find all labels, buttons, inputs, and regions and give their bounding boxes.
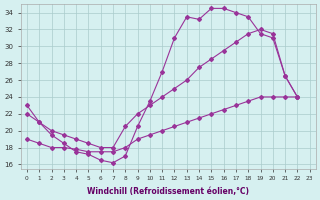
X-axis label: Windchill (Refroidissement éolien,°C): Windchill (Refroidissement éolien,°C) <box>87 187 249 196</box>
